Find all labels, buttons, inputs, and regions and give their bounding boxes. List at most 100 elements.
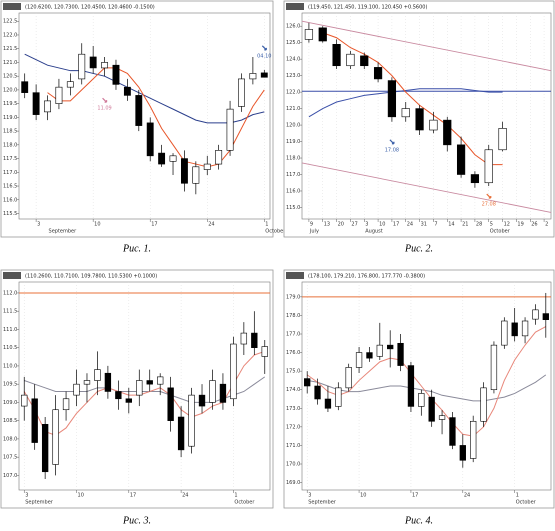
x-tick-label: 24 (407, 222, 413, 228)
y-tick-label: 117.0 (3, 170, 17, 176)
candle-body (443, 119, 452, 146)
candle-body (104, 372, 112, 392)
candle-body (314, 385, 321, 400)
x-tick-label: 1 (265, 222, 268, 228)
month-label: October (490, 229, 511, 235)
candle-body (484, 149, 493, 184)
candle-body (429, 119, 438, 131)
y-tick-label: 121.0 (3, 60, 17, 66)
x-tick-label: 5 (490, 222, 493, 228)
candle-body (180, 158, 188, 184)
y-tick-label: 169.0 (286, 480, 300, 486)
candle-body (192, 166, 200, 184)
y-tick-label: 173.0 (286, 406, 300, 412)
x-tick-label: 24 (464, 493, 470, 499)
y-tick-label: 117.0 (286, 172, 300, 178)
candle-body (490, 344, 498, 391)
x-tick-label: 12 (504, 222, 510, 228)
x-tick-label: 7 (434, 222, 437, 228)
y-tick-label: 178.0 (286, 313, 300, 319)
trend-line (301, 20, 552, 72)
annotation-arrow (102, 97, 108, 103)
y-tick-label: 107.0 (3, 473, 17, 479)
candle-body (78, 53, 86, 80)
x-tick-label: 10 (379, 222, 385, 228)
x-tick-label: 13 (324, 222, 330, 228)
y-tick-label: 177.0 (286, 332, 300, 338)
annotation-arrow (486, 193, 492, 199)
y-tick-label: 109.0 (3, 400, 17, 406)
y-tick-label: 112.0 (3, 290, 17, 296)
annotation: 11.09 (97, 106, 111, 112)
candle-body (203, 163, 211, 170)
month-label: September (49, 229, 78, 235)
candle-body (401, 108, 410, 118)
candle-body (480, 387, 487, 422)
candle-body (188, 394, 195, 447)
candle-body (304, 378, 311, 387)
y-tick-label: 115.5 (3, 211, 17, 217)
figure-caption: Рис. 1. (122, 243, 151, 254)
y-tick-label: 174.0 (286, 387, 300, 393)
candle-body (407, 365, 415, 407)
candle-body (135, 95, 143, 126)
y-tick-label: 122.0 (286, 90, 300, 96)
y-tick-label: 118.5 (3, 129, 17, 135)
y-tick-label: 119.0 (286, 139, 300, 145)
plot-area (301, 281, 552, 491)
month-label: September (25, 500, 54, 506)
chart-panel: (119.450, 121.450, 119.100, 120.450 +0.5… (283, 0, 555, 238)
candle-body (511, 322, 518, 337)
chart-header: (119.450, 121.450, 119.100, 120.450 +0.5… (308, 5, 427, 11)
y-tick-label: 115.0 (286, 205, 300, 211)
y-tick-label: 108.5 (3, 418, 17, 424)
y-tick-label: 108.0 (3, 436, 17, 442)
candle-body (115, 391, 122, 400)
candle-body (83, 380, 91, 385)
y-tick-label: 118.0 (286, 156, 300, 162)
candle-body (146, 380, 153, 385)
candle-body (335, 387, 342, 407)
y-tick-label: 119.5 (3, 101, 17, 107)
y-tick-label: 116.5 (3, 184, 17, 190)
y-tick-label: 179.0 (286, 294, 300, 300)
y-tick-label: 117.5 (3, 156, 17, 162)
x-tick-label: 10 (360, 493, 366, 499)
candle-body (238, 78, 245, 107)
candle-body (52, 409, 59, 465)
plot-area (301, 12, 552, 220)
candle-body (428, 396, 435, 422)
candle-body (498, 128, 507, 151)
moving-average (306, 326, 547, 437)
x-tick-label: 3 (37, 222, 40, 228)
candle-body (125, 398, 132, 403)
candle-body (215, 150, 223, 165)
x-tick-label: 1 (516, 493, 519, 499)
candle-body (94, 369, 101, 381)
chart-panel: (178.100, 179.210, 176.800, 177.770 -0.3… (283, 269, 555, 509)
candle-body (249, 73, 257, 80)
x-tick-label: 17 (130, 493, 136, 499)
candle-body (89, 56, 97, 69)
y-tick-label: 125.0 (286, 40, 300, 46)
month-label: July (309, 229, 319, 235)
y-tick-label: 171.0 (286, 443, 300, 449)
candle-body (345, 367, 352, 389)
y-tick-label: 107.5 (3, 455, 17, 461)
annotation: 04.10 (257, 53, 271, 59)
y-tick-label: 120.0 (3, 87, 17, 93)
candle-body (360, 55, 369, 67)
x-tick-label: 21 (462, 222, 468, 228)
candle-body (397, 342, 404, 366)
annotation-arrow (389, 139, 395, 145)
x-tick-label: 3 (25, 493, 28, 499)
candle-body (230, 343, 237, 400)
header-tag (286, 3, 304, 10)
figure-caption: Рис. 2. (404, 243, 433, 254)
candle-body (31, 398, 38, 443)
candle-body (470, 174, 480, 184)
candle-body (146, 122, 154, 157)
candle-body (260, 72, 268, 78)
candle-body (415, 108, 424, 131)
candle-body (532, 309, 539, 320)
